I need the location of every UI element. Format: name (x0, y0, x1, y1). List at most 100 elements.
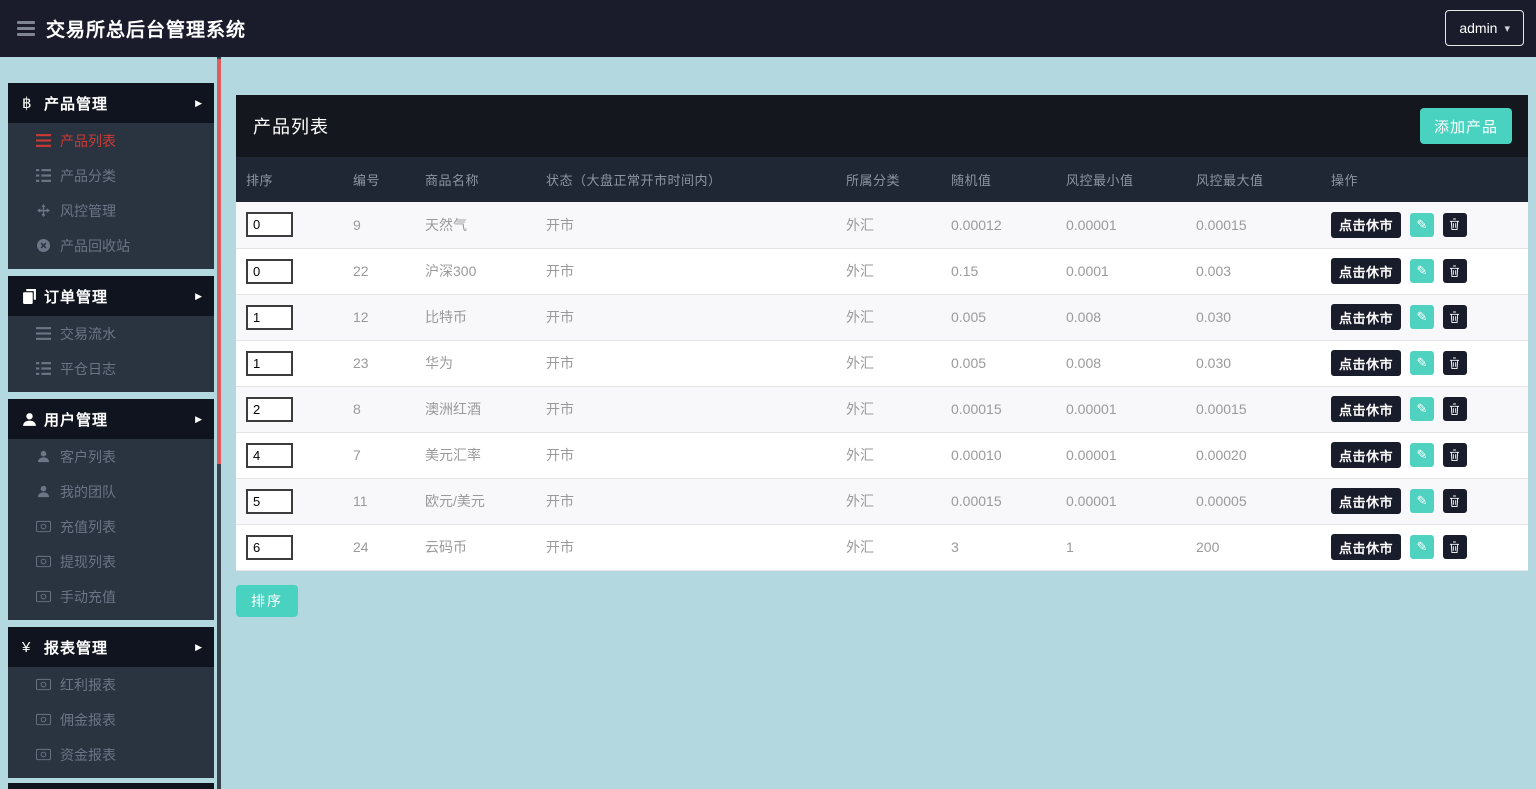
sort-input[interactable] (246, 350, 293, 376)
delete-button[interactable] (1442, 397, 1467, 421)
edit-button[interactable]: ✎ (1409, 397, 1434, 421)
sidebar-section-products: ฿ 产品管理 ▶ 产品列表 产品分类 风控管理 产品回收站 (8, 83, 214, 269)
sidebar-section-users: 用户管理 ▶ 客户列表 我的团队 充值列表 提现列表 手动充值 (8, 399, 214, 620)
copy-icon (22, 288, 44, 304)
sidebar-item-withdrawal-list[interactable]: 提现列表 (8, 544, 214, 579)
sort-input[interactable] (246, 534, 293, 560)
trash-icon (1450, 403, 1460, 415)
sidebar-item-recharge-list[interactable]: 充值列表 (8, 509, 214, 544)
toggle-market-button[interactable]: 点击休市 (1331, 396, 1402, 422)
pencil-icon: ✎ (1416, 263, 1428, 278)
sort-input[interactable] (246, 212, 293, 238)
sidebar-item-product-categories[interactable]: 产品分类 (8, 158, 214, 193)
toggle-market-button[interactable]: 点击休市 (1331, 350, 1402, 376)
edit-button[interactable]: ✎ (1409, 489, 1434, 513)
x-circle-icon (36, 239, 60, 252)
sidebar-item-customer-list[interactable]: 客户列表 (8, 439, 214, 474)
sort-input[interactable] (246, 488, 293, 514)
toggle-market-button[interactable]: 点击休市 (1331, 534, 1402, 560)
sidebar-item-product-list[interactable]: 产品列表 (8, 123, 214, 158)
list-indent-icon (36, 362, 60, 375)
panel-title: 产品列表 (253, 117, 329, 137)
pencil-icon: ✎ (1416, 447, 1428, 462)
chevron-down-icon: ▾ (1504, 22, 1510, 35)
col-name: 商品名称 (425, 173, 480, 188)
delete-button[interactable] (1442, 489, 1467, 513)
col-risk-min: 风控最小值 (1066, 173, 1134, 188)
sidebar-item-dividend-report[interactable]: 红利报表 (8, 667, 214, 702)
sort-input[interactable] (246, 396, 293, 422)
toggle-market-button[interactable]: 点击休市 (1331, 304, 1402, 330)
sidebar: ฿ 产品管理 ▶ 产品列表 产品分类 风控管理 产品回收站 (8, 83, 214, 785)
sidebar-item-close-position-log[interactable]: 平仓日志 (8, 351, 214, 386)
col-risk-max: 风控最大值 (1196, 173, 1264, 188)
sidebar-item-risk-management[interactable]: 风控管理 (8, 193, 214, 228)
edit-button[interactable]: ✎ (1409, 259, 1434, 283)
toggle-market-button[interactable]: 点击休市 (1331, 211, 1402, 238)
delete-button[interactable] (1442, 305, 1467, 329)
table-row: 23 华为 开市 外汇 0.005 0.008 0.030 点击休市 ✎ (236, 340, 1528, 386)
trash-icon (1450, 449, 1460, 461)
sidebar-item-fund-report[interactable]: 资金报表 (8, 737, 214, 772)
sidebar-section-reports-header[interactable]: ¥ 报表管理 ▶ (8, 627, 214, 667)
sidebar-section-orders-header[interactable]: 订单管理 ▶ (8, 276, 214, 316)
sidebar-item-product-recycle-bin[interactable]: 产品回收站 (8, 228, 214, 263)
trash-icon (1450, 357, 1460, 369)
table-row: 11 欧元/美元 开市 外汇 0.00015 0.00001 0.00005 点… (236, 478, 1528, 524)
user-menu-button[interactable]: admin ▾ (1445, 10, 1524, 46)
sidebar-item-manual-recharge[interactable]: 手动充值 (8, 579, 214, 614)
col-random: 随机值 (951, 173, 992, 188)
menu-icon[interactable] (17, 18, 37, 39)
edit-button[interactable]: ✎ (1409, 443, 1434, 467)
sidebar-section-products-header[interactable]: ฿ 产品管理 ▶ (8, 83, 214, 123)
edit-button[interactable]: ✎ (1409, 351, 1434, 375)
sort-input[interactable] (246, 304, 293, 330)
money-icon (36, 713, 60, 726)
sort-input[interactable] (246, 258, 293, 284)
trash-icon (1450, 265, 1460, 277)
toggle-market-button[interactable]: 点击休市 (1331, 258, 1402, 284)
col-category: 所属分类 (846, 173, 901, 188)
app-title: 交易所总后台管理系统 (46, 20, 247, 41)
table-row: 9 天然气 开市 外汇 0.00012 0.00001 0.00015 点击休市… (236, 202, 1528, 248)
toggle-market-button[interactable]: 点击休市 (1331, 488, 1402, 514)
col-status: 状态（大盘正常开市时间内） (546, 173, 722, 188)
chevron-right-icon: ▶ (195, 97, 202, 108)
sidebar-item-my-team[interactable]: 我的团队 (8, 474, 214, 509)
sidebar-item-transaction-flow[interactable]: 交易流水 (8, 316, 214, 351)
toggle-market-button[interactable]: 点击休市 (1331, 442, 1402, 468)
edit-button[interactable]: ✎ (1409, 212, 1434, 237)
sidebar-section-orders: 订单管理 ▶ 交易流水 平仓日志 (8, 276, 214, 392)
delete-button[interactable] (1442, 212, 1467, 237)
delete-button[interactable] (1442, 443, 1467, 467)
user-menu-label: admin (1459, 20, 1498, 36)
bitcoin-icon: ฿ (22, 95, 32, 112)
money-icon (36, 555, 60, 568)
edit-button[interactable]: ✎ (1409, 305, 1434, 329)
sort-input[interactable] (246, 442, 293, 468)
move-icon (36, 204, 60, 217)
list-icon (36, 327, 60, 340)
money-icon (36, 748, 60, 761)
chevron-right-icon: ▶ (195, 641, 202, 652)
table-header-row: 排序 编号 商品名称 状态（大盘正常开市时间内） 所属分类 随机值 风控最小值 … (236, 157, 1528, 202)
sidebar-scrollbar-thumb[interactable] (217, 59, 221, 464)
edit-button[interactable]: ✎ (1409, 535, 1434, 559)
sort-submit-button[interactable]: 排序 (236, 585, 298, 617)
pencil-icon: ✎ (1416, 539, 1428, 554)
delete-button[interactable] (1442, 351, 1467, 375)
product-list-panel: 产品列表 添加产品 排序 编号 商品名称 状态（大盘正常开市时间内） 所属分类 … (236, 95, 1528, 571)
panel-header: 产品列表 添加产品 (236, 95, 1528, 157)
delete-button[interactable] (1442, 535, 1467, 559)
trash-icon (1450, 495, 1460, 507)
sidebar-item-commission-report[interactable]: 佣金报表 (8, 702, 214, 737)
chevron-right-icon: ▶ (195, 290, 202, 301)
trash-icon (1450, 218, 1460, 231)
sidebar-scrollbar-track[interactable] (217, 57, 221, 789)
pencil-icon: ✎ (1416, 309, 1428, 324)
money-icon (36, 678, 60, 691)
add-product-button[interactable]: 添加产品 (1419, 108, 1512, 144)
table-row: 12 比特币 开市 外汇 0.005 0.008 0.030 点击休市 ✎ (236, 294, 1528, 340)
sidebar-section-users-header[interactable]: 用户管理 ▶ (8, 399, 214, 439)
delete-button[interactable] (1442, 259, 1467, 283)
